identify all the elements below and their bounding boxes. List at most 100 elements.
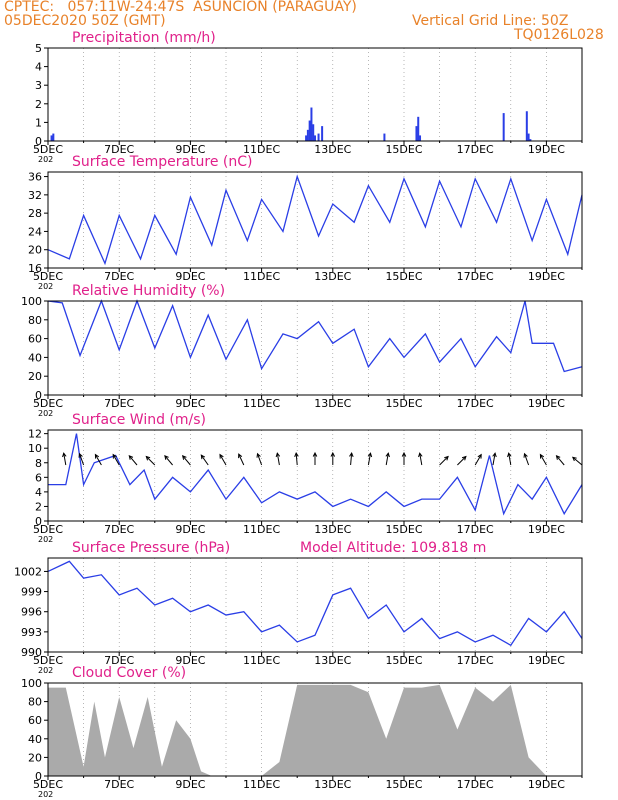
wind-arrow	[238, 453, 245, 466]
precip-bar	[310, 107, 313, 141]
x-tick-label: 7DEC	[104, 654, 134, 667]
wind-arrow-head	[145, 455, 151, 461]
precip-bar	[312, 124, 315, 141]
wind-arrow	[492, 452, 497, 466]
x-tick-label: 9DEC	[175, 143, 205, 156]
precip-bar	[306, 129, 309, 141]
y-tick-label: 0	[35, 515, 42, 528]
wind-arrow	[275, 452, 281, 466]
y-tick-label: 36	[28, 171, 42, 184]
wind-arrow	[439, 455, 449, 466]
wind-arrow	[164, 454, 173, 466]
series-line	[47, 299, 583, 373]
wind-arrow-head	[477, 453, 482, 459]
wind-arrow-head	[571, 456, 577, 462]
wind-arrow-shaft	[556, 455, 565, 466]
y-tick-label: 0	[35, 770, 42, 783]
precip-bar	[52, 133, 55, 141]
x-tick-label: 11DEC	[243, 778, 280, 791]
series-line	[47, 174, 583, 266]
wind-arrow	[256, 452, 263, 466]
wind-arrow	[349, 451, 354, 466]
wind-arrow-head	[367, 452, 373, 458]
panel-title: Surface Temperature (nC)	[72, 154, 253, 170]
y-tick-label: 2	[35, 500, 42, 513]
y-tick-label: 0	[35, 389, 42, 402]
x-tick-label: 13DEC	[314, 778, 351, 791]
y-tick-label: 1	[35, 116, 42, 129]
x-tick-label: 15DEC	[385, 270, 422, 283]
x-tick-label: 9DEC	[175, 778, 205, 791]
wind-arrow-shaft	[200, 454, 209, 466]
x-tick-label: 19DEC	[528, 270, 565, 283]
wind-arrow-head	[200, 454, 206, 460]
wind-arrow-shaft	[492, 453, 496, 466]
x-tick-year: 202	[38, 790, 53, 799]
precip-bar	[305, 135, 308, 141]
wind-arrow-head	[523, 452, 528, 458]
y-tick-label: 5	[35, 42, 42, 55]
wind-arrow	[474, 453, 482, 466]
wind-arrow-shaft	[367, 453, 371, 466]
wind-arrow	[507, 452, 512, 466]
plot-frame	[47, 300, 583, 396]
wind-arrow-shaft	[94, 454, 102, 466]
panel-5: 990 993 996 999 1002 5DEC 7DEC 9DEC 11DEC 13DEC 15…	[14, 540, 583, 675]
plot-frame	[47, 557, 583, 653]
x-tick-label: 11DEC	[243, 523, 280, 536]
x-tick-label: 9DEC	[175, 654, 205, 667]
panel-1: 0 1 2 3 4 5 5DEC 7DEC 9DEC 11DEC 13DEC 15DEC 17DEC 19…	[33, 30, 583, 164]
y-tick-label: 100	[21, 677, 42, 690]
x-tick-label: 7DEC	[104, 143, 134, 156]
wind-arrow-shaft	[419, 453, 423, 466]
precip-bar	[383, 133, 386, 141]
precip-bar	[415, 126, 418, 141]
header-location: CPTEC: 057:11W-24:47S ASUNCION (PARAGUAY…	[4, 0, 357, 15]
panel-title: Relative Humidity (%)	[72, 283, 225, 299]
x-tick-label: 13DEC	[314, 654, 351, 667]
wind-arrow-shaft	[112, 454, 120, 466]
wind-arrow-head	[385, 452, 390, 458]
wind-arrow-head	[294, 451, 299, 457]
precip-bar	[419, 135, 422, 141]
wind-arrow-shaft	[257, 453, 263, 466]
y-tick-label: 20	[28, 370, 42, 383]
y-tick-label: 2	[35, 98, 42, 111]
x-tick-label: 7DEC	[104, 270, 134, 283]
wind-arrow-shaft	[474, 454, 482, 466]
wind-arrow	[555, 454, 565, 466]
panel-2: 16 20 24 28 32 36 5DEC 7DEC 9DEC 11DEC 13DEC 15DEC 1…	[28, 154, 583, 291]
wind-arrow-shaft	[524, 453, 530, 466]
wind-arrow	[219, 453, 227, 466]
y-tick-label: 8	[35, 457, 42, 470]
header-code: TQ0126L028	[514, 27, 604, 43]
x-tick-label: 15DEC	[385, 523, 422, 536]
x-tick-label: 7DEC	[104, 523, 134, 536]
wind-arrow-head	[219, 453, 224, 459]
x-tick-label: 5DEC	[33, 654, 63, 667]
y-tick-label: 6	[35, 471, 42, 484]
x-tick-label: 11DEC	[243, 397, 280, 410]
wind-arrow	[330, 451, 336, 465]
wind-arrow-shaft	[350, 453, 353, 466]
x-tick-label: 7DEC	[104, 778, 134, 791]
precip-bar	[525, 111, 528, 141]
wind-arrow	[200, 454, 209, 466]
wind-arrow-head	[312, 451, 318, 457]
wind-arrow-head	[507, 452, 512, 458]
x-tick-label: 5DEC	[33, 270, 63, 283]
header-date: 05DEC2020 50Z (GMT)	[4, 13, 166, 29]
wind-arrow-shaft	[219, 454, 227, 466]
wind-arrow-shaft	[63, 453, 67, 466]
x-tick-year: 202	[38, 155, 53, 164]
x-tick-label: 19DEC	[528, 143, 565, 156]
wind-arrow-shaft	[439, 456, 449, 466]
precip-bar	[50, 135, 53, 141]
wind-arrow-head	[256, 452, 261, 458]
y-tick-label: 100	[21, 295, 42, 308]
wind-arrow-head	[275, 452, 281, 458]
wind-arrow-head	[238, 453, 243, 459]
y-tick-label: 4	[35, 486, 42, 499]
x-tick-label: 15DEC	[385, 397, 422, 410]
x-tick-label: 13DEC	[314, 270, 351, 283]
